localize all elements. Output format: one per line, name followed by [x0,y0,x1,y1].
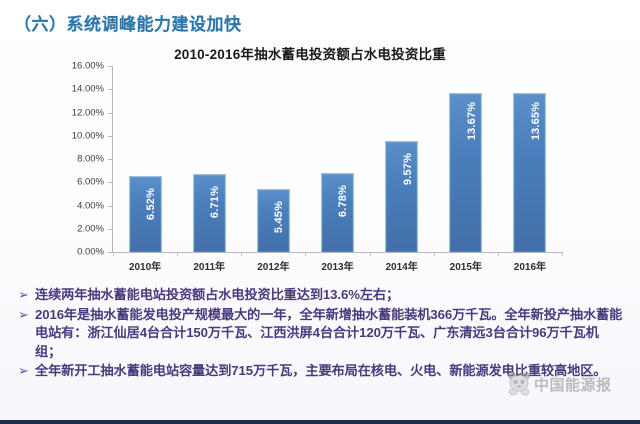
y-axis-tick-mark [108,66,112,67]
list-item: ➢ 全年新开工抽水蓄能电站容量达到715万千瓦，主要布局在核电、火电、新能源发电比… [18,362,624,381]
x-axis-tick-mark [562,252,563,256]
bar-slot: 13.67% [434,66,498,252]
bar-value-label: 9.57% [401,152,414,185]
y-axis-line [112,66,113,252]
chart-bar[interactable]: 13.65% [513,93,547,252]
x-axis-tick-mark [433,252,435,256]
bullet-text: 全年新开工抽水蓄能电站容量达到715万千瓦，主要布局在核电、火电、新能源发电比重… [35,363,607,378]
x-axis-tick-mark [497,252,499,256]
x-axis-slot: 2012年 [241,257,305,275]
bar-slot: 6.78% [305,66,369,252]
bar-value-label: 6.52% [145,188,158,221]
plot-area: 6.52% 6.71% 5.45% 6.78% 9.57% 13.67% 13.65% [113,66,562,252]
bar-value-label: 13.65% [529,102,542,141]
bullet-text: 2016年是抽水蓄能发电投产规模最大的一年，全年新增抽水蓄能装机366万千瓦。全… [35,306,623,359]
y-axis-tick-label: 8.00% [77,153,104,165]
x-axis-tick-label: 2010年 [128,262,162,273]
y-axis-tick-label: 12.00% [71,107,104,118]
bullet-arrow-icon: ➢ [18,363,29,378]
x-axis-slot: 2011年 [177,257,241,275]
bar-slot: 13.65% [498,66,562,252]
y-axis-tick-label: 4.00% [77,200,104,211]
bar-value-label: 13.67% [465,101,478,141]
bar-slot: 9.57% [370,66,434,252]
x-axis-slot: 2015年 [434,257,498,275]
y-axis-tick-label: 10.00% [71,130,104,142]
y-axis: 16.00% 14.00% 12.00% 10.00% 8.00% 6.00% 4.00% 2… [58,61,112,258]
x-axis-slot: 2013年 [305,257,369,275]
y-axis-tick-label: 0.00% [77,246,104,258]
list-item: ➢ 2016年是抽水蓄能发电投产规模最大的一年，全年新增抽水蓄能装机366万千瓦。… [18,306,624,362]
x-axis-line [112,252,562,253]
chart-container: 2010-2016年抽水蓄电投资额占水电投资比重 16.00% 14.00% 12.… [58,40,563,280]
chart-title: 2010-2016年抽水蓄电投资额占水电投资比重 [174,47,446,62]
y-axis-tick-mark [108,228,112,230]
y-axis-tick-mark [108,112,112,114]
x-axis-tick-mark [305,252,307,256]
y-axis-tick-label: 2.00% [77,223,104,235]
x-axis-tick-mark [241,252,243,256]
x-axis-tick-label: 2016年 [513,262,547,273]
bar-slot: 6.71% [177,66,241,252]
y-axis-tick-mark [108,205,112,207]
list-item: ➢ 连续两年抽水蓄能电站投资额占水电投资比重达到13.6%左右； [18,286,624,305]
y-axis-tick-mark [108,159,112,160]
bar-series: 6.52% 6.71% 5.45% 6.78% 9.57% 13.67% 13.65% [113,66,562,252]
chart-bar[interactable]: 5.45% [256,188,290,252]
y-axis-tick-mark [108,252,112,253]
chart-bar[interactable]: 9.57% [385,140,419,252]
bullet-arrow-icon: ➢ [18,306,29,322]
y-axis-tick-label: 6.00% [77,176,104,188]
chart-bar[interactable]: 6.52% [128,176,162,252]
chart-bar[interactable]: 6.71% [192,174,226,252]
x-axis: 2010年 2011年 2012年 2013年 2014年 2015年 2016年 [113,257,562,275]
x-axis-tick-label: 2013年 [321,262,354,273]
y-axis-tick-label: 14.00% [71,83,104,95]
chart-bar[interactable]: 13.67% [449,93,483,252]
chart-bar[interactable]: 6.78% [320,173,354,252]
x-axis-tick-mark [369,252,371,256]
x-axis-slot: 2014年 [370,257,434,275]
x-axis-tick-label: 2012年 [257,262,290,273]
chart-plot-wrapper: 16.00% 14.00% 12.00% 10.00% 8.00% 6.00% 4.00% 2… [58,61,563,280]
page-title: （六）系统调峰能力建设加快 [14,15,242,34]
x-axis-tick-label: 2011年 [193,262,226,273]
bar-value-label: 6.78% [337,185,350,218]
bullet-arrow-icon: ➢ [18,287,29,302]
bullet-list: ➢ 连续两年抽水蓄能电站投资额占水电投资比重达到13.6%左右； ➢ 2016年是抽水… [18,286,624,382]
y-axis-tick-mark [108,135,112,137]
bullet-text: 连续两年抽水蓄能电站投资额占水电投资比重达到13.6%左右； [35,287,400,302]
bar-slot: 6.52% [113,66,177,252]
x-axis-slot: 2016年 [498,257,562,275]
y-axis-tick-mark [108,182,112,184]
y-axis-tick-label: 16.00% [71,60,104,72]
x-axis-slot: 2010年 [113,257,177,275]
bar-value-label: 6.71% [209,185,222,219]
x-axis-tick-mark [113,252,114,256]
x-axis-tick-label: 2015年 [449,262,482,273]
bar-value-label: 5.45% [273,200,286,233]
bar-slot: 5.45% [241,66,305,252]
x-axis-tick-mark [177,252,179,256]
y-axis-tick-mark [108,89,112,91]
x-axis-tick-label: 2014年 [385,262,418,273]
